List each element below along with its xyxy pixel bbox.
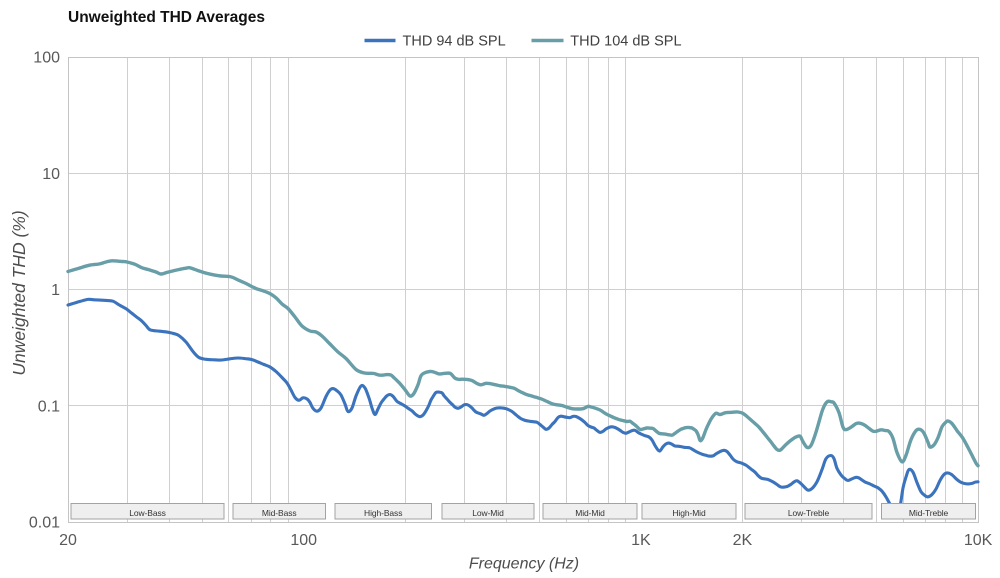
svg-text:THD 104 dB SPL: THD 104 dB SPL <box>570 33 681 49</box>
svg-text:Low-Mid: Low-Mid <box>472 508 504 518</box>
svg-text:Mid-Treble: Mid-Treble <box>909 508 949 518</box>
svg-text:Mid-Mid: Mid-Mid <box>575 508 605 518</box>
svg-text:100: 100 <box>33 50 60 67</box>
svg-text:High-Bass: High-Bass <box>364 508 402 518</box>
svg-text:2K: 2K <box>733 532 753 549</box>
svg-text:Unweighted THD Averages: Unweighted THD Averages <box>68 9 265 26</box>
svg-text:1K: 1K <box>631 532 651 549</box>
svg-text:10: 10 <box>42 166 60 183</box>
svg-text:100: 100 <box>290 532 317 549</box>
svg-text:1: 1 <box>51 282 60 299</box>
svg-text:0.1: 0.1 <box>38 398 60 415</box>
svg-text:Unweighted THD (%): Unweighted THD (%) <box>9 210 29 375</box>
svg-text:10K: 10K <box>964 532 993 549</box>
svg-text:Low-Bass: Low-Bass <box>129 508 166 518</box>
svg-text:Low-Treble: Low-Treble <box>788 508 830 518</box>
svg-text:0.01: 0.01 <box>29 515 60 532</box>
svg-text:Frequency (Hz): Frequency (Hz) <box>469 556 579 573</box>
svg-text:20: 20 <box>59 532 77 549</box>
svg-text:Mid-Bass: Mid-Bass <box>262 508 297 518</box>
svg-text:High-Mid: High-Mid <box>672 508 706 518</box>
svg-text:THD 94 dB SPL: THD 94 dB SPL <box>403 33 506 49</box>
